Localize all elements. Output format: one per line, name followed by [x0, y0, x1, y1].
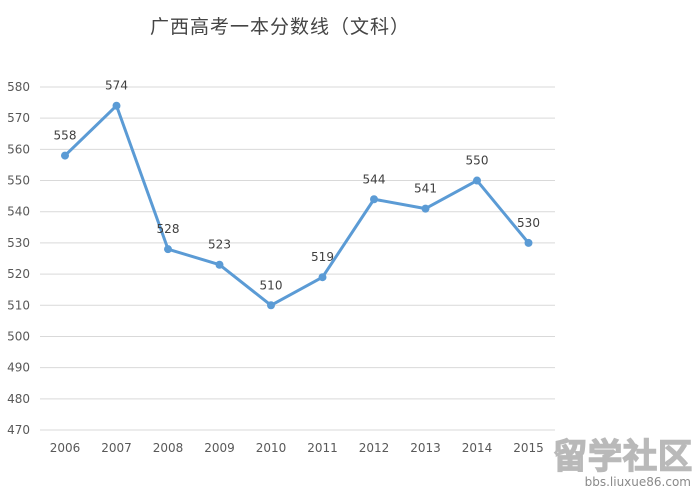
y-tick-label: 500	[7, 329, 30, 343]
x-tick-label: 2007	[101, 441, 132, 455]
y-tick-label: 530	[7, 236, 30, 250]
data-point	[524, 238, 533, 247]
x-tick-label: 2013	[410, 441, 441, 455]
series-line	[63, 104, 530, 307]
y-tick-label: 470	[7, 423, 30, 437]
y-tick-label: 580	[7, 80, 30, 94]
data-label: 510	[260, 278, 283, 292]
data-point	[215, 260, 224, 269]
data-label: 523	[208, 238, 231, 252]
x-tick-label: 2011	[307, 441, 338, 455]
y-tick-label: 550	[7, 174, 30, 188]
y-tick-label: 560	[7, 142, 30, 156]
y-tick-label: 520	[7, 267, 30, 281]
axis-labels: 470 480 490 500 510 520 530 540 550 560 570 580 2006…	[7, 80, 544, 455]
data-point	[370, 195, 378, 204]
y-tick-label: 490	[7, 361, 30, 375]
x-tick-label: 2014	[462, 441, 493, 455]
x-tick-label: 2015	[513, 441, 544, 455]
x-tick-label: 2008	[153, 441, 184, 455]
watermark-main-text: 留学社区	[552, 436, 693, 478]
y-tick-label: 540	[7, 205, 30, 219]
y-tick-label: 570	[7, 111, 30, 125]
series-layer	[61, 101, 533, 310]
data-point	[318, 273, 327, 282]
x-tick-label: 2012	[359, 441, 390, 455]
y-tick-label: 510	[7, 298, 30, 312]
x-tick-label: 2006	[50, 441, 81, 455]
data-label: 550	[466, 154, 489, 168]
x-tick-label: 2009	[204, 441, 235, 455]
y-tick-label: 480	[7, 392, 30, 406]
x-tick-label: 2010	[256, 441, 287, 455]
data-label: 528	[157, 222, 180, 236]
data-point	[61, 151, 69, 160]
data-labels: 558 574 528 523 510 519 544 541 550 530	[54, 79, 540, 293]
data-point	[421, 204, 430, 213]
data-label: 574	[105, 79, 128, 93]
data-label: 544	[363, 172, 386, 186]
data-label: 558	[54, 129, 77, 143]
data-label: 541	[414, 182, 437, 196]
data-point	[473, 176, 481, 185]
data-label: 519	[311, 250, 334, 264]
data-point	[112, 101, 121, 110]
data-label: 530	[517, 216, 540, 230]
data-point	[164, 245, 172, 254]
chart-title: 广西高考一本分数线（文科）	[149, 16, 410, 38]
watermark-logo: 留学社区 bbs.liuxue86.com	[533, 429, 693, 489]
data-point	[267, 301, 275, 310]
gridlines	[40, 86, 555, 431]
watermark-url-text: bbs.liuxue86.com	[584, 475, 691, 489]
